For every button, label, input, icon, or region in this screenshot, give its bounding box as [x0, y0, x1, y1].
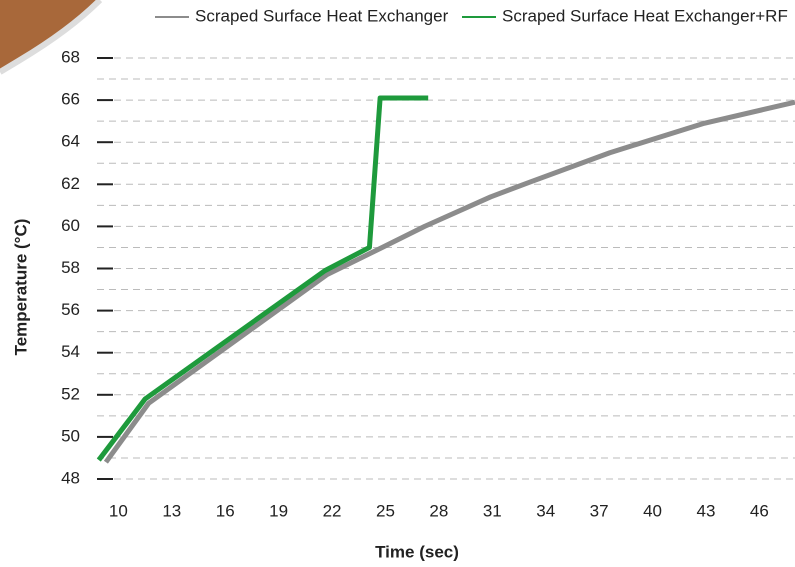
- x-tick-label: 46: [750, 501, 769, 520]
- x-axis-title: Time (sec): [375, 542, 459, 561]
- chart: Time (sec) Temperature (°C) 48 50 52 54 56 58…: [0, 0, 795, 567]
- y-tick-label: 66: [61, 90, 80, 109]
- x-tick-label: 16: [216, 501, 235, 520]
- x-tick-label: 10: [109, 501, 128, 520]
- y-tick-label: 54: [61, 342, 80, 361]
- y-tick-label: 56: [61, 300, 80, 319]
- y-axis-title: Temperature (°C): [11, 219, 30, 356]
- legend-label: Scraped Surface Heat Exchanger+RF: [502, 6, 788, 25]
- x-tick-label: 37: [590, 501, 609, 520]
- x-tick-label: 31: [483, 501, 502, 520]
- series-line: [106, 102, 795, 462]
- x-tick-label: 25: [376, 501, 395, 520]
- x-tick-label: 19: [269, 501, 288, 520]
- y-tick-label: 52: [61, 384, 80, 403]
- x-tick-label: 34: [536, 501, 555, 520]
- x-tick-label: 28: [429, 501, 448, 520]
- y-tick-label: 68: [61, 47, 80, 66]
- x-tick-label: 43: [697, 501, 716, 520]
- x-tick-label: 13: [162, 501, 181, 520]
- x-tick-label: 22: [323, 501, 342, 520]
- y-tick-label: 60: [61, 216, 80, 235]
- y-tick-label: 64: [61, 132, 80, 151]
- y-tick-label: 48: [61, 468, 80, 487]
- legend-label: Scraped Surface Heat Exchanger: [195, 6, 449, 25]
- y-tick-label: 58: [61, 258, 80, 277]
- y-tick-label: 62: [61, 174, 80, 193]
- y-tick-label: 50: [61, 426, 80, 445]
- x-tick-label: 40: [643, 501, 662, 520]
